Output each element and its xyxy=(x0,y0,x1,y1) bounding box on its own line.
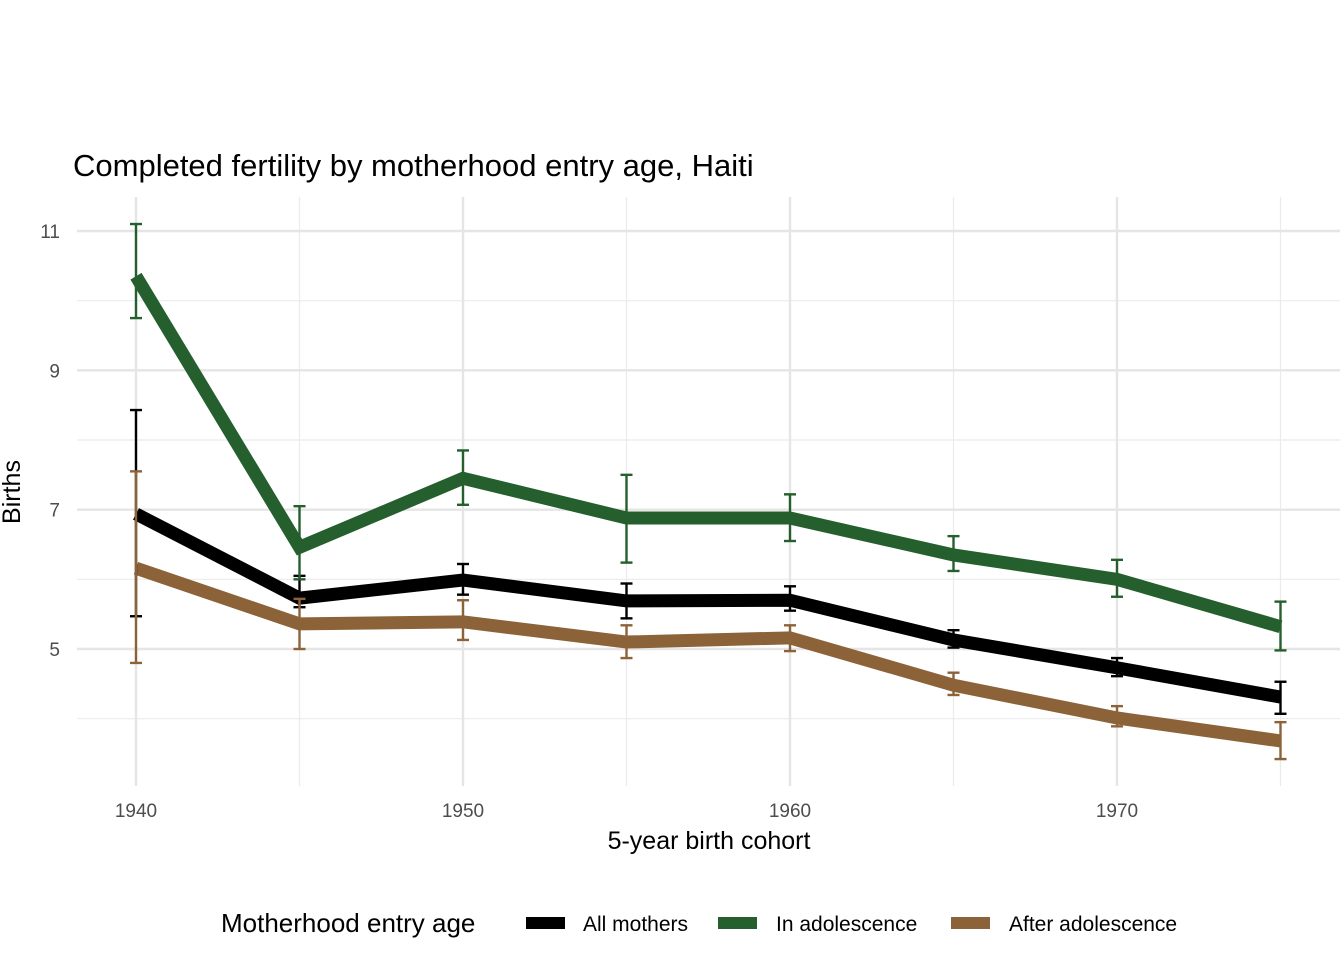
legend-label: All mothers xyxy=(583,913,688,936)
error-bar xyxy=(620,473,633,564)
x-tick-label: 1940 xyxy=(115,801,157,822)
x-tick-label: 1970 xyxy=(1096,801,1138,822)
error-bar xyxy=(293,504,306,581)
series-line-all-mothers xyxy=(133,508,1282,704)
legend-key-in-adolescence xyxy=(718,917,757,929)
legend: Motherhood entry age All mothers In adole… xyxy=(221,908,1177,938)
x-tick-label: 1950 xyxy=(442,801,484,822)
error-bar xyxy=(1274,680,1287,715)
legend-title: Motherhood entry age xyxy=(221,908,475,938)
error-bar xyxy=(1111,704,1123,728)
y-tick-label: 11 xyxy=(40,222,60,243)
chart-title: Completed fertility by motherhood entry … xyxy=(73,148,754,183)
x-axis-label: 5-year birth cohort xyxy=(608,827,811,855)
series-line-in-adolescence xyxy=(130,272,1283,633)
x-axis-ticks: 1940 1950 1960 1970 xyxy=(115,801,1138,822)
error-bar xyxy=(947,671,960,697)
x-tick-label: 1960 xyxy=(769,801,811,822)
error-bar xyxy=(130,222,142,320)
error-bar xyxy=(1111,558,1123,598)
error-bar xyxy=(784,585,796,612)
legend-key-all-mothers xyxy=(526,917,565,929)
error-bar xyxy=(1274,600,1287,652)
y-axis-ticks: 5 7 9 11 xyxy=(40,222,60,661)
error-bar xyxy=(620,582,633,620)
error-bar xyxy=(457,449,469,506)
legend-label: After adolescence xyxy=(1009,913,1177,936)
error-bar xyxy=(620,624,633,660)
error-bars-after-adolescence xyxy=(130,470,1287,761)
y-tick-label: 9 xyxy=(49,361,60,382)
error-bars-in-adolescence xyxy=(130,222,1287,652)
series-lines xyxy=(130,272,1283,748)
legend-item-after-adolescence: After adolescence xyxy=(951,913,1177,936)
y-tick-label: 5 xyxy=(49,640,60,661)
error-bar xyxy=(947,628,960,649)
error-bar xyxy=(130,470,142,665)
error-bar xyxy=(947,534,960,573)
error-bar xyxy=(784,624,796,653)
error-bar xyxy=(1111,656,1123,678)
y-tick-label: 7 xyxy=(49,501,60,522)
legend-item-in-adolescence: In adolescence xyxy=(718,913,917,936)
legend-key-after-adolescence xyxy=(951,917,990,929)
error-bar xyxy=(1274,720,1287,761)
legend-item-all-mothers: All mothers xyxy=(526,913,688,936)
error-bar xyxy=(457,562,469,596)
error-bar xyxy=(457,599,469,642)
error-bar xyxy=(784,493,796,543)
error-bars xyxy=(130,222,1287,761)
legend-label: In adolescence xyxy=(776,913,917,936)
error-bar xyxy=(293,597,306,651)
y-axis-label: Births xyxy=(0,460,26,524)
series-line-after-adolescence xyxy=(133,562,1282,748)
